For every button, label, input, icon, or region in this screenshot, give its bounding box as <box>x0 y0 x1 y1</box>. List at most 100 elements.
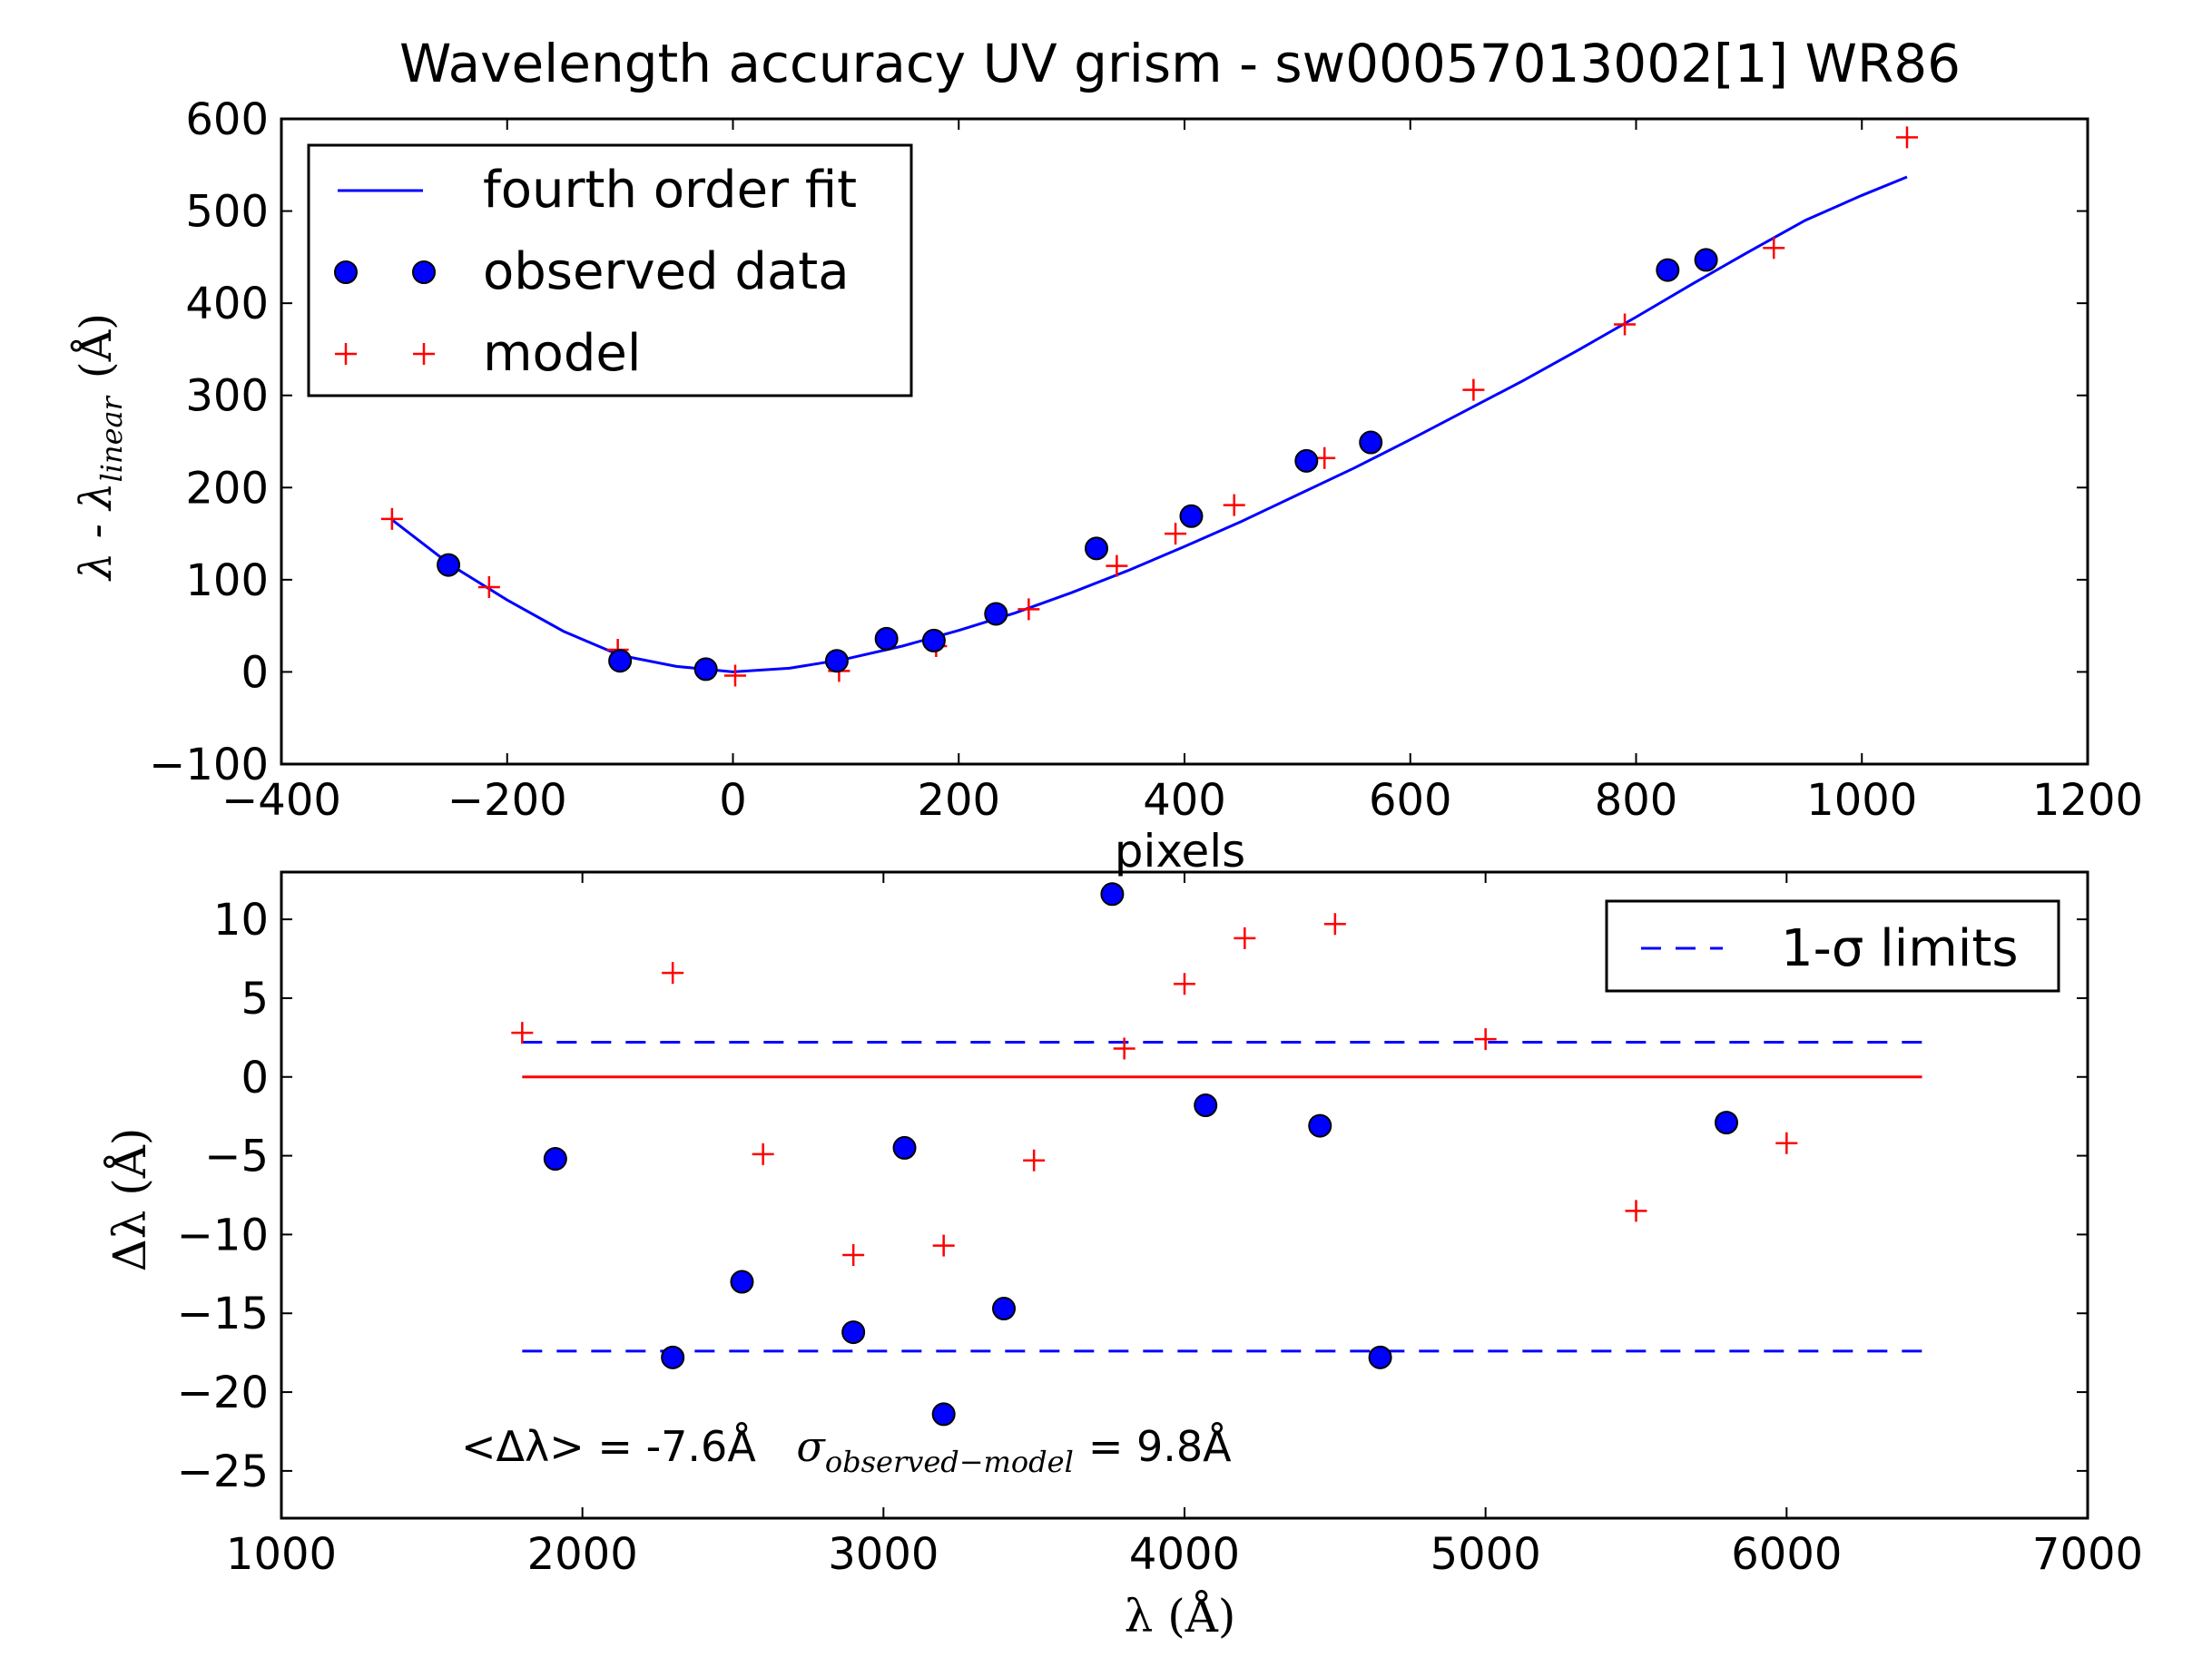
top-x-tick-label: 400 <box>1143 775 1226 826</box>
residual-observed-point <box>1308 1113 1332 1138</box>
legend-observed-label: observed data <box>483 242 850 301</box>
residual-model-point <box>1113 1037 1135 1060</box>
top-x-tick-label: 200 <box>917 775 1000 826</box>
chart-title: Wavelength accuracy UV grism - sw0005701… <box>399 33 1961 94</box>
legend-fit-label: fourth order fit <box>483 161 857 220</box>
bottom-x-tick-label: 2000 <box>527 1529 638 1580</box>
top-y-tick-label: 500 <box>185 187 269 238</box>
observed-point <box>824 649 849 673</box>
mean-annotation: <Δλ> = -7.6Å σobserved−model = 9.8Å <box>461 1422 1232 1479</box>
fit-curve <box>390 175 1908 673</box>
top-y-tick-label: 0 <box>241 647 269 698</box>
top-x-tick-label: 800 <box>1595 775 1678 826</box>
legend-model-label: model <box>483 324 641 383</box>
bottom-y-axis-label: Δλ (Å) <box>103 1128 156 1272</box>
top-y-tick-label: 100 <box>185 555 269 606</box>
observed-point <box>1694 248 1718 272</box>
legend-limits-label: 1-σ limits <box>1781 919 2019 978</box>
top-x-tick-label: 1000 <box>1806 775 1917 826</box>
bottom-y-tick-label: 10 <box>213 895 269 946</box>
top-y-axis-label: λ - λlinear (Å) <box>70 313 129 582</box>
residual-model-point <box>752 1142 774 1165</box>
model-point <box>1614 313 1637 336</box>
top-y-axis-label-main: λ - λ <box>71 482 122 582</box>
top-panel: −400 −200 0 200 400 600 800 1000 1200 −100 0 100 200… <box>70 94 2143 878</box>
top-x-tick-label: 1200 <box>2032 775 2143 826</box>
bottom-y-tick-label: 5 <box>241 974 269 1025</box>
bottom-y-tick-label: −10 <box>177 1210 269 1260</box>
legend-observed-swatch-1 <box>334 260 358 284</box>
observed-point <box>1294 448 1319 473</box>
bottom-panel-marks <box>511 882 1922 1427</box>
bottom-legend-box <box>1605 899 2060 993</box>
residual-model-point <box>1625 1200 1647 1222</box>
residual-model-point <box>842 1243 865 1266</box>
top-y-axis-label-unit: (Å) <box>70 313 122 378</box>
residual-model-point <box>662 962 684 985</box>
top-x-tick-label: −200 <box>447 775 567 826</box>
residual-model-point <box>1775 1132 1798 1154</box>
top-x-tick-label: 0 <box>719 775 747 826</box>
bottom-x-tick-label: 7000 <box>2032 1529 2143 1580</box>
top-legend-box <box>307 143 913 397</box>
residual-model-point <box>1323 913 1346 936</box>
bottom-y-tick-label: −15 <box>177 1289 269 1339</box>
bottom-panel: 1000 2000 3000 4000 5000 6000 7000 −25 −20 −15 −10… <box>103 870 2143 1642</box>
sigma-symbol: σ <box>796 1422 826 1471</box>
residual-observed-point <box>661 1345 685 1369</box>
bottom-y-tick-label: −20 <box>177 1368 269 1418</box>
residual-model-point <box>1023 1149 1046 1172</box>
bottom-legend: 1-σ limits <box>1605 899 2060 993</box>
observed-point <box>984 602 1008 626</box>
model-point <box>1018 598 1040 621</box>
residual-observed-point <box>1194 1093 1218 1118</box>
bottom-x-tick-label: 3000 <box>828 1529 939 1580</box>
top-x-tick-label: −400 <box>221 775 341 826</box>
residual-model-point <box>511 1022 534 1044</box>
observed-point <box>437 553 461 577</box>
observed-point <box>921 628 946 652</box>
observed-point <box>1084 536 1108 561</box>
top-panel-ticks: −400 −200 0 200 400 600 800 1000 1200 −100 0 100 200… <box>149 94 2143 826</box>
residual-model-point <box>1174 973 1195 995</box>
residual-observed-point <box>931 1402 956 1427</box>
top-panel-marks <box>380 126 1918 687</box>
bottom-x-axis-label: λ (Å) <box>1125 1589 1236 1642</box>
observed-point <box>693 657 718 682</box>
model-point <box>1106 554 1128 577</box>
residual-model-point <box>1474 1028 1497 1051</box>
residual-model-point <box>932 1234 955 1257</box>
residual-observed-point <box>1100 882 1125 907</box>
bottom-x-tick-label: 1000 <box>226 1529 337 1580</box>
observed-point <box>608 649 633 673</box>
observed-point <box>1179 504 1204 528</box>
model-point <box>477 575 500 598</box>
top-y-tick-label: −100 <box>149 740 269 790</box>
observed-point <box>1359 430 1383 455</box>
model-point <box>380 507 403 530</box>
model-point <box>1462 378 1485 401</box>
top-y-tick-label: 200 <box>185 463 269 514</box>
model-point <box>1165 523 1187 545</box>
residual-observed-point <box>1715 1111 1738 1135</box>
top-y-axis-label-sub: linear <box>94 395 129 482</box>
observed-point <box>874 626 899 651</box>
bottom-y-tick-label: 0 <box>241 1053 269 1103</box>
residual-model-point <box>1234 927 1256 949</box>
model-point <box>1896 126 1918 149</box>
top-y-tick-label: 600 <box>185 94 269 145</box>
top-y-tick-label: 400 <box>185 279 269 329</box>
legend-model-swatch <box>335 343 435 365</box>
sigma-value: = 9.8Å <box>1088 1422 1232 1471</box>
bottom-panel-ticks: 1000 2000 3000 4000 5000 6000 7000 −25 −20 −15 −10… <box>177 872 2143 1580</box>
residual-observed-point <box>841 1320 866 1345</box>
residual-observed-point <box>1368 1345 1392 1369</box>
sigma-subscript: observed−model <box>825 1445 1074 1479</box>
model-point <box>723 664 746 687</box>
top-x-tick-label: 600 <box>1369 775 1452 826</box>
residual-observed-point <box>892 1135 917 1160</box>
residual-observed-point <box>992 1297 1016 1321</box>
mean-annotation-text: <Δλ> = -7.6Å <box>461 1422 756 1471</box>
top-x-axis-label: pixels <box>1115 825 1245 878</box>
